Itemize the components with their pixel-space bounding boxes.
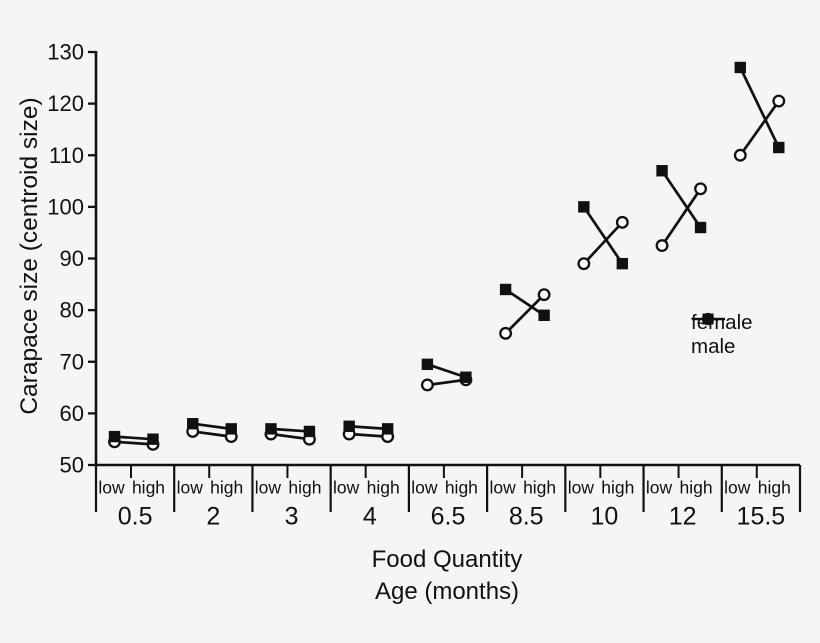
- female-data-point-marker: [577, 257, 591, 271]
- legend-item-male: male: [691, 313, 753, 359]
- food-quantity-label-high: high: [445, 478, 478, 498]
- male-data-point-marker: [499, 283, 512, 296]
- food-quantity-label-high: high: [680, 478, 713, 498]
- age-tick-label: 0.5: [118, 503, 153, 531]
- female-data-point-marker: [420, 378, 434, 392]
- food-quantity-label-low: low: [568, 478, 595, 498]
- female-data-point-marker: [733, 148, 747, 162]
- male-segment: [270, 427, 310, 433]
- y-tick-label: 50: [60, 453, 84, 478]
- male-segment: [660, 169, 702, 229]
- age-tick-label: 3: [285, 503, 299, 531]
- female-segment: [192, 430, 232, 438]
- male-data-point-marker: [187, 418, 199, 430]
- male-segment: [192, 422, 232, 431]
- age-tick-label: 12: [669, 503, 697, 531]
- food-quantity-label-high: high: [523, 478, 556, 498]
- female-segment: [582, 221, 624, 265]
- female-segment: [504, 293, 546, 335]
- age-tick-label: 15.5: [737, 503, 786, 531]
- male-data-point-marker: [460, 371, 472, 383]
- y-tick-label: 100: [47, 194, 84, 219]
- food-quantity-label-low: low: [98, 478, 125, 498]
- y-tick-label: 70: [60, 349, 84, 374]
- male-segment: [349, 424, 388, 431]
- male-segment: [114, 435, 154, 441]
- male-data-point-marker: [343, 420, 355, 432]
- age-tick-label: 10: [591, 503, 619, 531]
- y-tick-label: 80: [60, 298, 84, 323]
- male-data-point-marker: [147, 433, 159, 445]
- male-data-point-marker: [616, 257, 629, 270]
- food-quantity-label-high: high: [210, 478, 243, 498]
- female-data-point-marker: [537, 288, 551, 302]
- food-quantity-label-low: low: [177, 478, 204, 498]
- y-tick-label: 110: [49, 143, 84, 168]
- male-data-point-marker: [381, 423, 394, 435]
- food-quantity-label-low: low: [489, 478, 516, 498]
- age-tick-label: 2: [206, 503, 220, 531]
- food-quantity-label-high: high: [367, 478, 400, 498]
- x-axis-title-food-quantity: Food Quantity: [371, 546, 523, 573]
- male-data-point-marker: [578, 201, 590, 213]
- y-tick-label: 90: [60, 246, 84, 271]
- female-data-point-marker: [694, 182, 708, 196]
- male-segment: [582, 206, 624, 265]
- male-segment: [426, 363, 467, 379]
- male-data-point-marker: [225, 423, 237, 435]
- food-quantity-label-high: high: [288, 478, 321, 498]
- male-data-point-marker: [421, 358, 434, 371]
- male-data-point-marker: [265, 423, 277, 435]
- y-tick-label: 120: [47, 91, 84, 116]
- female-segment: [660, 188, 702, 247]
- male-data-point-marker: [303, 425, 316, 438]
- female-data-point-marker: [615, 215, 629, 229]
- male-segment: [504, 288, 545, 317]
- male-data-point-marker: [656, 165, 668, 177]
- legend: female male: [691, 311, 753, 359]
- male-data-point-marker: [734, 61, 746, 74]
- y-axis-title: Carapace size (centroid size): [16, 97, 43, 415]
- age-tick-label: 6.5: [431, 503, 466, 531]
- male-segment: [739, 66, 780, 149]
- y-tick-label: 60: [60, 401, 84, 426]
- male-data-point-marker: [694, 221, 707, 234]
- food-quantity-label-low: low: [411, 478, 438, 498]
- male-data-point-marker: [538, 309, 550, 321]
- food-quantity-label-high: high: [132, 478, 165, 498]
- female-data-point-marker: [499, 326, 513, 340]
- food-quantity-label-low: low: [724, 478, 751, 498]
- female-segment: [427, 378, 467, 387]
- x-axis-title-age-months: Age (months): [374, 578, 520, 605]
- food-quantity-label-low: low: [646, 478, 673, 498]
- female-segment: [739, 100, 780, 157]
- male-square-marker-icon: [692, 313, 725, 325]
- female-data-point-marker: [655, 239, 669, 253]
- female-data-point-marker: [772, 94, 786, 108]
- male-data-point-marker: [773, 141, 785, 154]
- male-data-point-marker: [108, 430, 121, 443]
- food-quantity-label-high: high: [758, 478, 791, 498]
- female-segment: [270, 432, 310, 441]
- y-tick-label: 130: [47, 40, 84, 65]
- legend-label-male: male: [691, 334, 736, 358]
- age-tick-label: 4: [363, 503, 377, 531]
- age-tick-label: 8.5: [509, 503, 544, 531]
- food-quantity-label-high: high: [601, 478, 634, 498]
- food-quantity-label-low: low: [333, 478, 360, 498]
- food-quantity-label-low: low: [255, 478, 282, 498]
